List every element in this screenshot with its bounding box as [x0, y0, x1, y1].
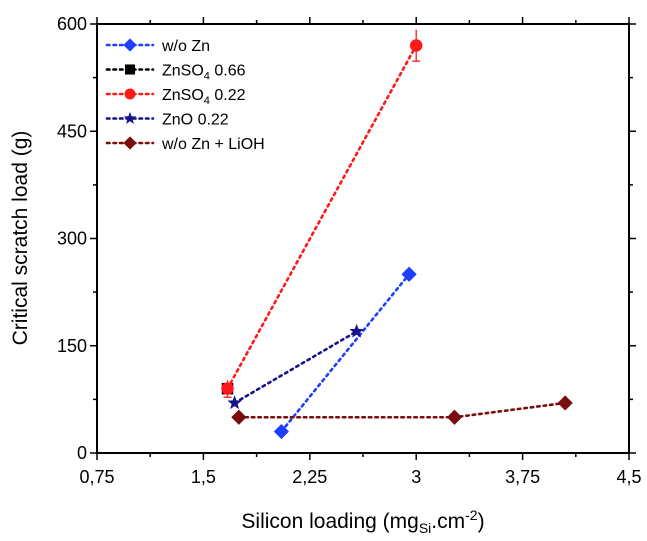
legend-label: w/o Zn	[161, 38, 210, 55]
series-line	[237, 401, 567, 419]
x-axis-label-mid: .cm	[431, 510, 465, 533]
y-axis-label: Critical scratch load (g)	[9, 131, 32, 346]
legend-item: ZnSO4 0.22	[105, 87, 246, 107]
series	[227, 323, 364, 410]
legend-marker	[124, 64, 136, 75]
data-point	[349, 323, 364, 338]
legend-item: ZnSO4 0.66	[105, 63, 246, 83]
series-line	[233, 330, 358, 405]
data-point	[557, 395, 573, 411]
x-tick-label: 2,25	[292, 467, 327, 487]
x-axis-label-base: Silicon loading (mg	[241, 510, 418, 533]
legend-item: w/o Zn	[105, 38, 210, 55]
series	[231, 395, 573, 425]
legend-marker	[123, 38, 137, 52]
x-tick-label: 4,5	[616, 467, 641, 487]
x-axis-label: Silicon loading (mgSi.cm-2)	[241, 507, 484, 536]
y-tick-label: 600	[57, 14, 87, 34]
y-tick-label: 150	[57, 336, 87, 356]
legend-label-base: w/o Zn	[161, 38, 210, 55]
series-line	[226, 44, 418, 390]
legend-label-subscript: 4	[204, 95, 210, 107]
x-axis-label-subscript: Si	[419, 520, 431, 536]
legend-label-base: w/o Zn + LiOH	[161, 136, 265, 153]
data-point	[273, 423, 290, 440]
legend-item: w/o Zn + LiOH	[105, 136, 265, 153]
legend-label-base: ZnSO	[162, 87, 204, 104]
legend-label-rest: 0.22	[210, 87, 246, 104]
data-point	[446, 409, 463, 425]
legend-marker	[123, 136, 137, 150]
legend-label-rest: 0.66	[210, 63, 246, 80]
x-tick-label: 3,75	[505, 467, 540, 487]
series-line	[280, 272, 411, 433]
data-point	[221, 382, 234, 395]
series	[221, 29, 423, 398]
y-tick-label: 450	[57, 121, 87, 141]
y-tick-label: 300	[57, 229, 87, 249]
legend-label: ZnO 0.22	[162, 112, 229, 129]
series	[273, 266, 417, 440]
x-tick-label: 0,75	[79, 467, 114, 487]
x-tick-label: 1,5	[191, 467, 216, 487]
x-tick-label: 3	[411, 467, 421, 487]
legend-label-base: ZnSO	[162, 63, 204, 80]
plot-series-layer	[221, 29, 573, 440]
data-point	[227, 395, 242, 410]
x-axis-label-end: )	[478, 510, 485, 533]
x-axis-label-superscript: -2	[465, 507, 478, 523]
data-point	[401, 266, 417, 282]
legend-label-base: ZnO 0.22	[162, 112, 229, 129]
legend-marker	[124, 88, 136, 100]
y-tick-label: 0	[77, 443, 87, 463]
legend-label: w/o Zn + LiOH	[161, 136, 265, 153]
legend-item: ZnO 0.22	[105, 111, 229, 129]
legend-label: ZnSO4 0.22	[162, 87, 246, 107]
axes-layer: 0,75 1,5 2,25 3 3,75 4,5 0 150 300 450 600	[57, 14, 642, 487]
data-point	[231, 409, 247, 425]
data-point	[409, 39, 423, 52]
legend-label-subscript: 4	[204, 71, 210, 83]
legend-label: ZnSO4 0.66	[162, 63, 246, 83]
legend-marker	[123, 111, 137, 124]
